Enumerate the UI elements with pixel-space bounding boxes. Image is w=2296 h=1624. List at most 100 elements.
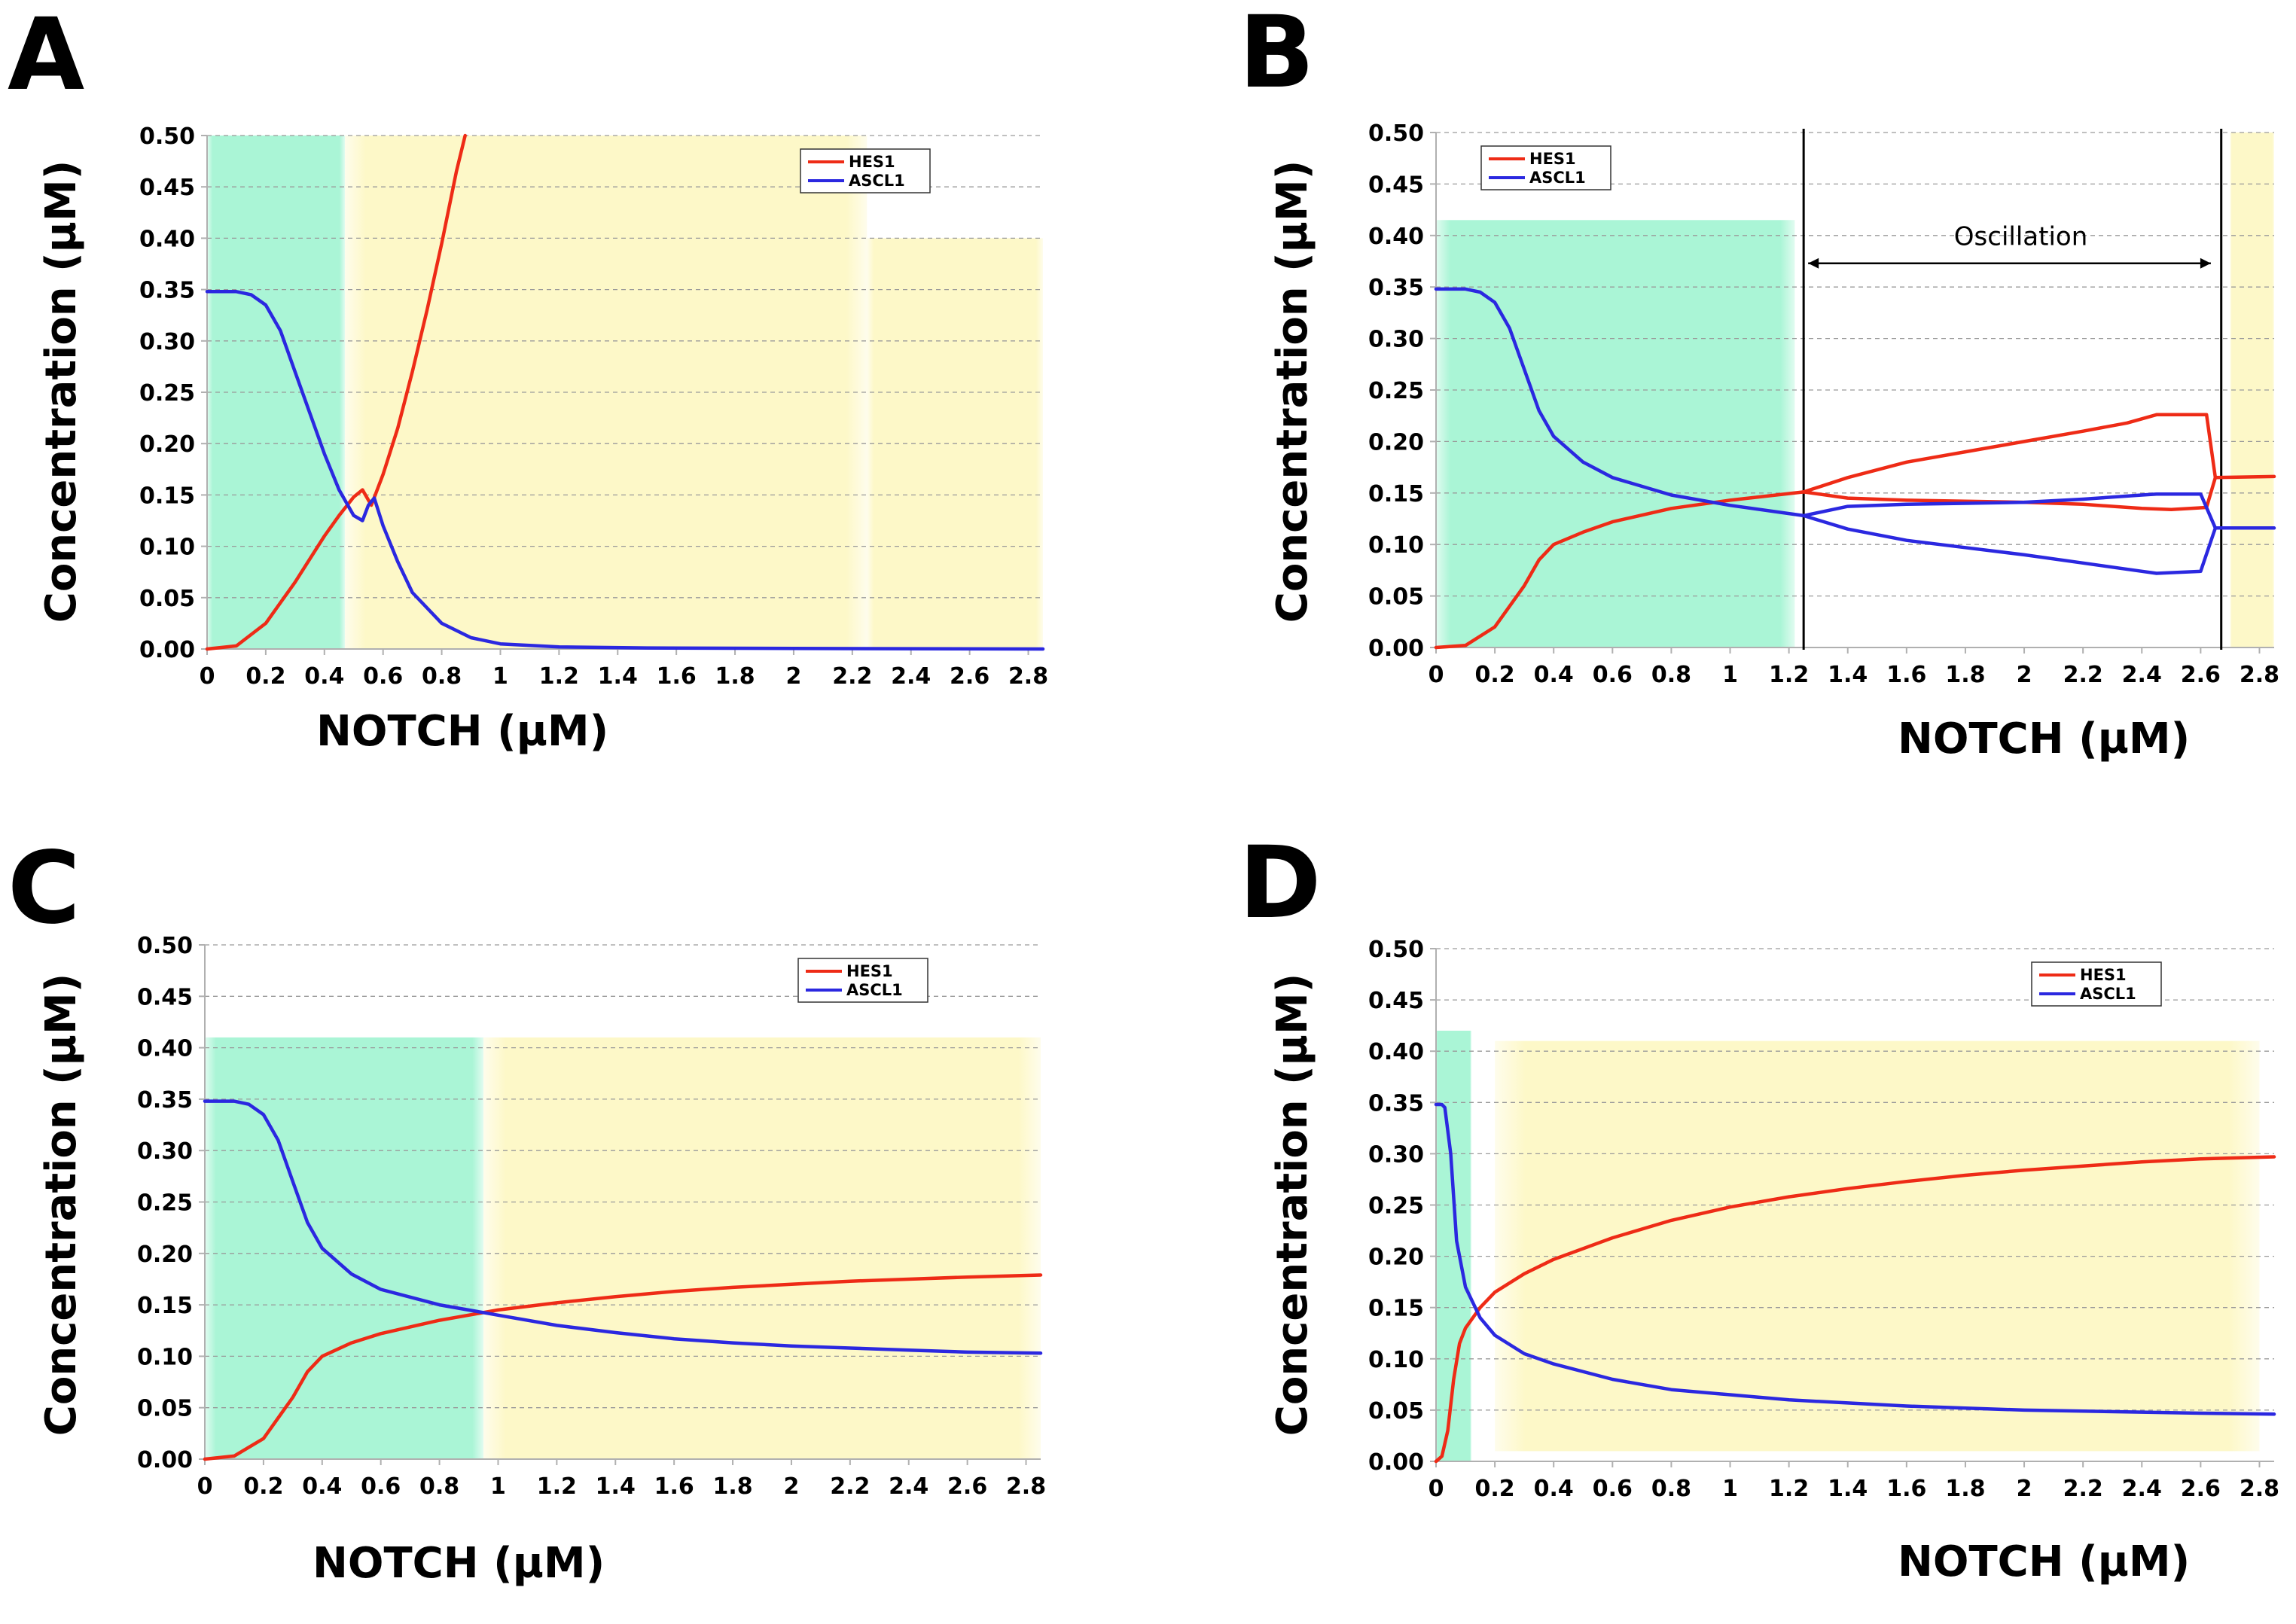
x-tick-label: 2.2	[2063, 662, 2103, 688]
chart-panel-c: C0.000.050.100.150.200.250.300.350.400.4…	[8, 830, 1046, 1588]
x-axis-title: NOTCH (µM)	[1898, 1537, 2190, 1586]
shaded-region	[1436, 220, 1795, 647]
x-tick-label: 0.2	[245, 663, 285, 690]
legend-box	[1480, 145, 1611, 190]
shaded-region	[1436, 1030, 1471, 1461]
y-tick-label: 0.40	[139, 226, 195, 252]
x-tick-label: 2.6	[947, 1473, 987, 1500]
x-tick-label: 0	[1429, 662, 1444, 688]
y-tick-label: 0.25	[139, 380, 195, 407]
x-tick-label: 2.4	[889, 1473, 928, 1500]
x-tick-label: 0.2	[1475, 662, 1515, 688]
x-tick-label: 1	[1722, 662, 1738, 688]
y-axis-title: Concentration (µM)	[1268, 973, 1317, 1437]
panel-letter: C	[8, 830, 81, 946]
x-axis-title: NOTCH (µM)	[1898, 714, 2190, 763]
series-line-hes1-min	[1801, 476, 2218, 511]
legend-label: ASCL1	[2080, 985, 2136, 1003]
x-tick-label: 2.4	[2122, 1476, 2162, 1502]
y-tick-label: 0.40	[1368, 224, 1424, 250]
x-tick-label: 1.6	[1886, 1476, 1926, 1502]
y-tick-label: 0.00	[139, 637, 195, 663]
x-tick-label: 1	[492, 663, 508, 690]
y-tick-label: 0.15	[139, 483, 195, 509]
chart-panel-a: A0.000.050.100.150.200.250.300.350.400.4…	[8, 0, 1048, 756]
y-tick-label: 0.10	[139, 535, 195, 561]
x-tick-label: 0.8	[1651, 1476, 1691, 1502]
series-line-hes1	[205, 133, 467, 651]
chart-panel-d: D0.000.050.100.150.200.250.300.350.400.4…	[1239, 825, 2279, 1586]
y-tick-label: 0.20	[137, 1242, 193, 1268]
shaded-region	[483, 1037, 1041, 1459]
x-tick-label: 1.2	[1769, 1476, 1809, 1502]
x-tick-label: 1.2	[537, 1473, 577, 1500]
legend-label: ASCL1	[846, 981, 903, 999]
y-tick-label: 0.00	[1368, 1449, 1424, 1476]
series-line-ascl1	[1434, 287, 1806, 518]
x-tick-label: 1.8	[1945, 662, 1985, 688]
y-tick-label: 0.40	[1368, 1039, 1424, 1065]
y-tick-label: 0.10	[1368, 532, 1424, 559]
x-tick-label: 1.6	[654, 1473, 694, 1500]
y-tick-label: 0.50	[139, 123, 195, 150]
y-tick-label: 0.45	[139, 175, 195, 201]
x-tick-label: 2.2	[2063, 1476, 2103, 1502]
y-tick-label: 0.25	[1368, 1193, 1424, 1220]
x-tick-label: 1.8	[712, 1473, 752, 1500]
x-tick-label: 2	[786, 663, 802, 690]
y-tick-label: 0.40	[137, 1036, 193, 1062]
x-tick-label: 0	[200, 663, 215, 690]
x-tick-label: 1.2	[539, 663, 579, 690]
x-tick-label: 1.6	[1886, 662, 1926, 688]
x-tick-label: 0.2	[243, 1473, 283, 1500]
x-tick-label: 1.6	[657, 663, 697, 690]
y-tick-label: 0.35	[139, 278, 195, 304]
x-tick-label: 0.4	[302, 1473, 342, 1500]
chart-panel-b: B0.000.050.100.150.200.250.300.350.400.4…	[1239, 0, 2279, 763]
y-tick-label: 0.20	[139, 431, 195, 458]
panel-letter: A	[8, 0, 84, 113]
x-tick-label: 1	[1722, 1476, 1738, 1502]
series-line-hes1-max	[1801, 413, 2276, 494]
legend-box	[797, 958, 928, 1003]
x-tick-label: 1.4	[1828, 662, 1868, 688]
series-line-ascl1	[203, 1099, 1043, 1355]
y-tick-label: 0.50	[1368, 937, 1424, 963]
x-tick-label: 2.6	[2181, 1476, 2221, 1502]
y-tick-label: 0.45	[1368, 988, 1424, 1014]
y-tick-label: 0.05	[137, 1396, 193, 1422]
x-tick-label: 0.6	[1593, 662, 1633, 688]
y-axis-title: Concentration (µM)	[37, 973, 86, 1437]
y-tick-label: 0.05	[139, 586, 195, 612]
x-tick-label: 0	[197, 1473, 213, 1500]
y-tick-label: 0.00	[137, 1447, 193, 1473]
arrow-head-left	[1808, 257, 1819, 269]
panel-letter: D	[1239, 825, 1322, 941]
y-tick-label: 0.50	[137, 933, 193, 959]
x-tick-label: 2.8	[1006, 1473, 1046, 1500]
x-tick-label: 1.8	[1945, 1476, 1985, 1502]
x-tick-label: 0	[1429, 1476, 1444, 1502]
legend-label: HES1	[846, 962, 893, 980]
x-axis-title: NOTCH (µM)	[316, 707, 608, 756]
y-tick-label: 0.20	[1368, 1245, 1424, 1271]
series-line-ascl1	[205, 290, 1045, 651]
shaded-region	[205, 1037, 483, 1459]
x-tick-label: 1	[490, 1473, 506, 1500]
y-tick-label: 0.15	[137, 1293, 193, 1319]
x-tick-label: 0.6	[363, 663, 403, 690]
x-tick-label: 1.4	[1828, 1476, 1868, 1502]
x-tick-label: 0.4	[304, 663, 344, 690]
y-tick-label: 0.05	[1368, 1398, 1424, 1424]
x-tick-label: 2.4	[891, 663, 931, 690]
y-tick-label: 0.25	[137, 1190, 193, 1217]
y-tick-label: 0.30	[137, 1138, 193, 1165]
x-tick-label: 0.2	[1475, 1476, 1515, 1502]
x-tick-label: 0.8	[422, 663, 462, 690]
x-tick-label: 2.2	[832, 663, 872, 690]
y-tick-label: 0.10	[137, 1344, 193, 1370]
y-tick-label: 0.30	[1368, 327, 1424, 353]
y-axis-title: Concentration (µM)	[1268, 160, 1317, 623]
series-line-ascl1-max	[1801, 492, 2276, 530]
shaded-region	[1495, 1041, 2260, 1452]
